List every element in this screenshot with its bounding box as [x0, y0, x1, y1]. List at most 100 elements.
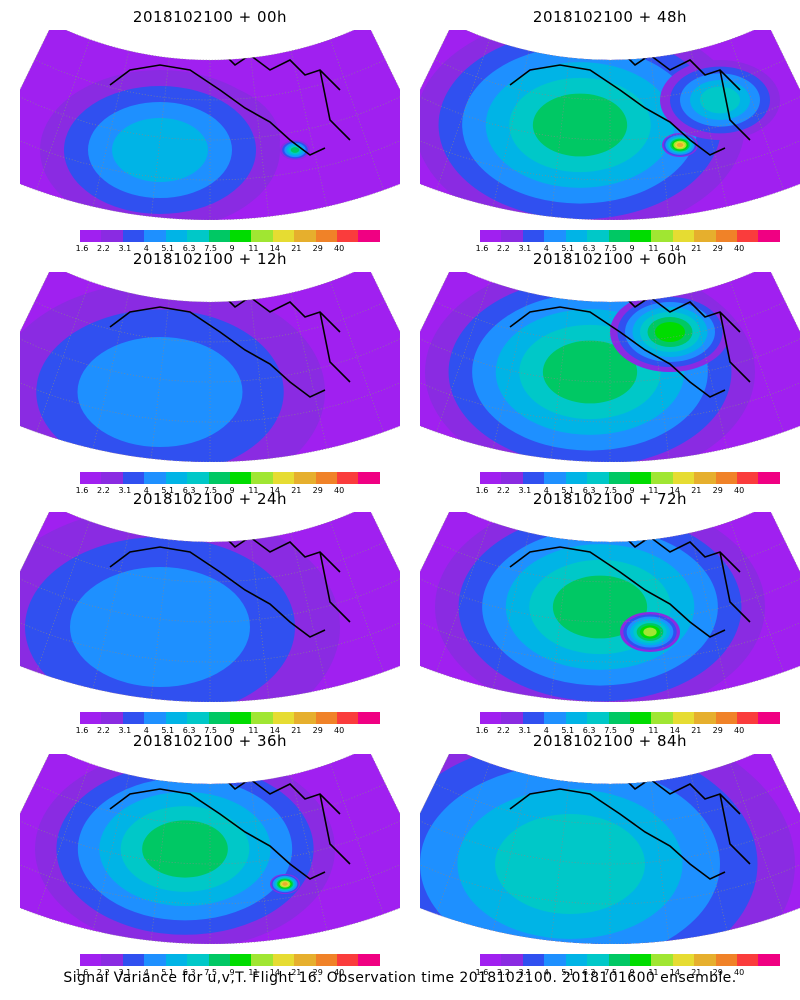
colorbar: [480, 954, 780, 966]
variance-map: [420, 30, 800, 220]
colorbar-tick-label: 14: [269, 486, 280, 495]
colorbar-labels: 1.6 2.2 3.1 4 5.1 6.3 7.5 9 11 14 21 29 40: [76, 968, 380, 978]
colorbar-swatch: [737, 230, 759, 242]
colorbar-swatch: [80, 712, 102, 724]
colorbar-swatch: [587, 712, 609, 724]
colorbar-tick-label: 4: [143, 486, 149, 495]
colorbar-swatch: [694, 472, 716, 484]
colorbar-tick-label: 6.3: [582, 968, 596, 977]
colorbar-swatch: [715, 954, 738, 966]
colorbar-swatch: [251, 954, 273, 966]
colorbar-swatch: [208, 954, 230, 966]
map-boundary: [420, 512, 800, 702]
colorbar-swatch: [358, 712, 380, 724]
colorbar-tick-label: 40: [734, 726, 745, 735]
colorbar-tick-label: 2.2: [497, 486, 510, 495]
colorbar-tick-label: 7.5: [204, 726, 217, 735]
colorbar-tick-label: 9: [229, 244, 235, 253]
colorbar-swatch: [629, 472, 652, 484]
parallel-line: [420, 131, 800, 181]
colorbar-swatch: [565, 954, 588, 966]
colorbar-swatch: [165, 472, 188, 484]
coastline: [109, 773, 351, 880]
panel-title: 2018102100 + 60h: [532, 250, 688, 268]
colorbar-swatch: [208, 472, 230, 484]
colorbar-tick-label: 3.1: [518, 486, 532, 495]
colorbar-tick-label: 9: [229, 726, 235, 735]
colorbar-tick-label: 2.2: [97, 726, 110, 735]
colorbar-tick-label: 14: [669, 244, 680, 253]
variance-contour: [655, 322, 685, 342]
colorbar-swatch: [544, 230, 566, 242]
panel-title: 2018102100 + 48h: [532, 8, 688, 26]
colorbar-swatch: [165, 230, 188, 242]
colorbar-tick-label: 5.1: [161, 968, 175, 977]
colorbar-swatch: [229, 954, 252, 966]
colorbar-swatch: [608, 712, 630, 724]
variance-contour: [77, 337, 243, 447]
colorbar-tick-label: 21: [691, 968, 702, 977]
colorbar-labels: 1.6 2.2 3.1 4 5.1 6.3 7.5 9 11 14 21 29 40: [476, 244, 780, 254]
colorbar-tick-label: 6.3: [582, 486, 596, 495]
colorbar-tick-label: 29: [712, 486, 723, 495]
parallel-line: [20, 577, 400, 623]
colorbar-tick-label: 5.1: [561, 726, 575, 735]
colorbar-swatch: [565, 230, 588, 242]
panel-title: 2018102100 + 84h: [532, 732, 688, 750]
colorbar-swatch: [501, 230, 523, 242]
colorbar-tick-label: 40: [734, 486, 745, 495]
colorbar-swatch: [715, 472, 738, 484]
colorbar-swatch: [522, 954, 545, 966]
colorbar-swatch: [737, 472, 759, 484]
colorbar-labels: 1.6 2.2 3.1 4 5.1 6.3 7.5 9 11 14 21 29 40: [476, 968, 780, 978]
colorbar-swatch: [208, 230, 230, 242]
colorbar-tick-label: 40: [734, 968, 745, 977]
coastline: [509, 49, 751, 156]
coastline: [509, 291, 751, 398]
colorbar-tick-label: 14: [669, 726, 680, 735]
colorbar-swatch: [165, 712, 188, 724]
colorbar-swatch: [694, 712, 716, 724]
colorbar: [480, 472, 780, 484]
colorbar: [480, 230, 780, 242]
colorbar: [480, 712, 780, 724]
colorbar-tick-label: 11: [648, 486, 659, 495]
colorbar-swatch: [272, 954, 295, 966]
colorbar-tick-label: 21: [291, 968, 302, 977]
colorbar-swatch: [587, 954, 609, 966]
colorbar-tick-label: 6.3: [582, 244, 596, 253]
colorbar-tick-label: 5.1: [561, 968, 575, 977]
colorbar-tick-label: 1.6: [75, 968, 89, 977]
parallel-line: [420, 95, 800, 141]
colorbar-swatch: [315, 712, 338, 724]
colorbar-tick-label: 5.1: [561, 486, 575, 495]
colorbar-swatch: [229, 712, 252, 724]
colorbar-tick-label: 3.1: [118, 486, 132, 495]
parallel-line: [20, 95, 400, 141]
colorbar-tick-label: 6.3: [182, 244, 196, 253]
colorbar-swatch: [272, 472, 295, 484]
colorbar-swatch: [629, 230, 652, 242]
colorbar-swatch: [737, 712, 759, 724]
colorbar-swatch: [501, 712, 523, 724]
colorbar-tick-label: 4: [543, 726, 549, 735]
colorbar-tick-label: 14: [269, 244, 280, 253]
panel-title: 2018102100 + 12h: [132, 250, 288, 268]
panel-title: 2018102100 + 00h: [132, 8, 288, 26]
colorbar-swatch: [758, 230, 780, 242]
colorbar-swatch: [229, 472, 252, 484]
variance-contour: [112, 118, 208, 182]
variance-contour: [282, 882, 288, 886]
colorbar-swatch: [122, 472, 145, 484]
colorbar-tick-label: 1.6: [75, 726, 89, 735]
colorbar-tick-label: 11: [248, 486, 259, 495]
colorbar-swatch: [122, 230, 145, 242]
colorbar-swatch: [672, 472, 695, 484]
colorbar-swatch: [501, 954, 523, 966]
colorbar-tick-label: 3.1: [518, 244, 532, 253]
parallel-line: [420, 855, 800, 905]
variance-contour: [643, 627, 657, 637]
colorbar-tick-label: 4: [543, 486, 549, 495]
colorbar-swatch: [337, 954, 359, 966]
colorbar: [80, 712, 380, 724]
